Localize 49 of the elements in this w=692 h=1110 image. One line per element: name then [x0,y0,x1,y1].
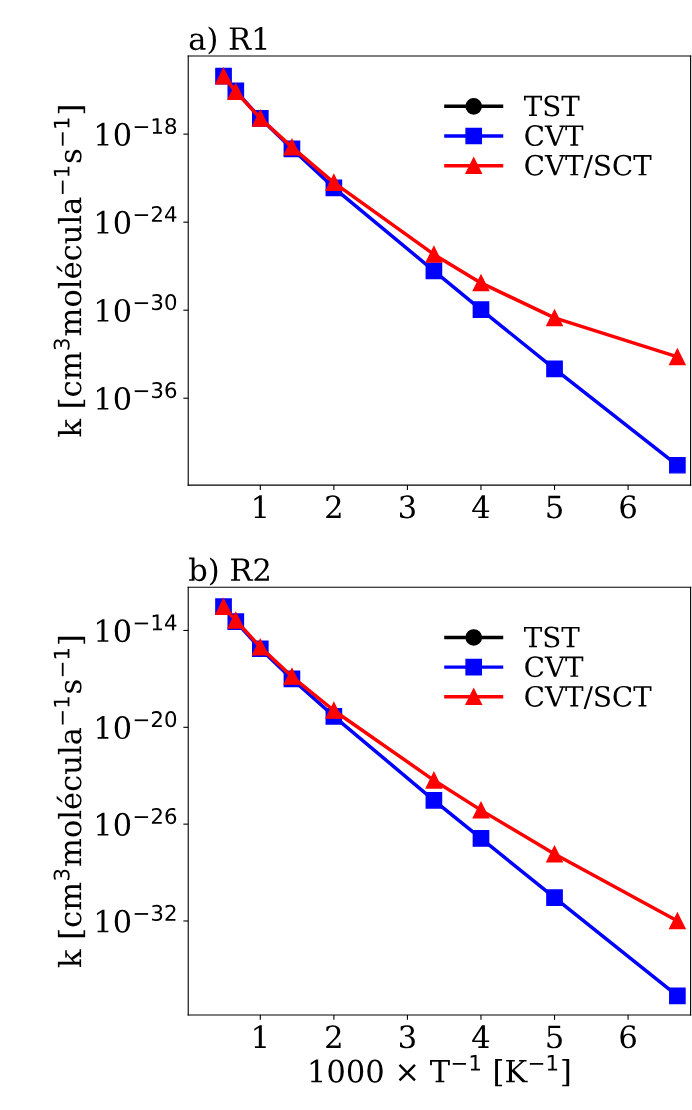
x-tick-label: 3 [400,495,415,519]
point [472,830,490,847]
point [669,348,686,366]
legend-label: CVT/SCT [525,154,652,178]
legend-label: TST [523,95,580,117]
chart-title: b) R2 [189,557,269,586]
point [472,274,490,292]
y-tick-label: 10$^{−30}$ [96,293,177,322]
x-tick-label: 5 [547,495,562,519]
y-tick-label: 10$^{−26}$ [96,807,177,836]
x-tick-label: 6 [620,495,636,519]
y-tick-label: 10$^{−24}$ [96,205,177,234]
x-tick-label: 1 [254,495,266,519]
y-tick-label: 10$^{−36}$ [96,382,177,411]
x-tick-label: 4 [472,1025,490,1048]
y-tick-label: 10$^{−32}$ [96,904,176,933]
point [325,702,343,719]
point [472,301,490,318]
point [669,456,686,474]
point [472,801,490,819]
point [546,309,563,327]
legend-label: CVT/SCT [525,685,652,710]
point [425,262,443,280]
x-tick-label: 4 [472,495,490,519]
x-tick-label: 1 [254,1025,266,1048]
legend-label: CVT [525,656,584,678]
point [425,771,443,789]
legend-label: TST [523,626,580,648]
point [669,912,686,930]
legend-label: CVT [525,125,584,147]
point [425,246,443,263]
point [669,987,686,1005]
x-tick-label: 6 [620,1025,636,1049]
y-axis-title: k [cm$^{3}$molécula$^{−1}$s$^{−1}$] [53,106,86,437]
x-tick-label: 5 [547,1025,562,1049]
point [546,360,563,378]
chart-title: a) R1 [189,26,267,55]
point [425,791,443,809]
y-tick-label: 10$^{−14}$ [96,614,177,643]
point [546,845,563,863]
point [325,174,343,191]
y-axis-title: k [cm$^{3}$molécula$^{−1}$s$^{−1}$] [53,636,86,968]
y-tick-label: 10$^{−20}$ [96,711,177,740]
point [546,889,563,906]
x-tick-label: 2 [326,1025,341,1048]
x-tick-label: 3 [400,1025,415,1049]
x-tick-label: 2 [326,495,341,519]
y-tick-label: 10$^{−18}$ [96,117,177,146]
x-axis-title: 1000 × T$^{−1}$ [K$^{−1}$] [310,1054,570,1087]
